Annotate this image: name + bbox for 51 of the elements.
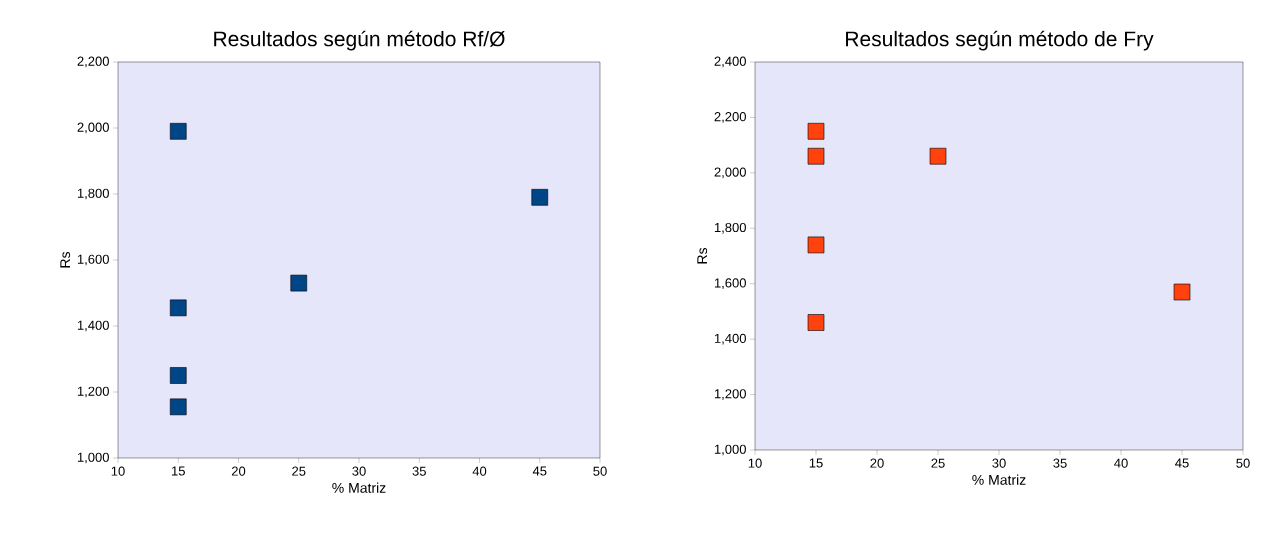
point xyxy=(169,398,187,416)
x-tick-label: 20 xyxy=(231,466,246,476)
y-axis-title: Rs xyxy=(697,247,708,264)
y-tick-label: 2,200 xyxy=(714,112,746,123)
x-tick-label: 45 xyxy=(1175,458,1189,468)
chart-title: Resultados según método de Fry xyxy=(846,30,1154,51)
y-tick-label: 1,000 xyxy=(77,452,109,464)
x-tick-label: 50 xyxy=(593,466,607,476)
point xyxy=(1173,283,1191,301)
x-tick-label: 35 xyxy=(412,466,426,476)
point xyxy=(169,367,187,384)
x-tick-label: 20 xyxy=(870,458,884,468)
y-tick-label: 1,000 xyxy=(714,444,746,456)
point xyxy=(807,236,825,254)
x-tick-label: 50 xyxy=(1236,458,1250,468)
point xyxy=(807,314,825,331)
y-tick-label: 2,000 xyxy=(714,167,746,179)
y-tick-label: 1,600 xyxy=(77,254,109,266)
y-tick-label: 1,800 xyxy=(77,188,109,200)
point xyxy=(169,123,187,140)
x-tick-label: 30 xyxy=(352,466,366,476)
y-tick-label: 1,200 xyxy=(714,389,746,400)
point xyxy=(807,122,825,140)
y-tick-label: 1,400 xyxy=(77,320,109,332)
point xyxy=(807,147,825,165)
x-tick-label: 25 xyxy=(931,458,945,468)
y-tick-label: 1,400 xyxy=(714,333,746,345)
y-tick-label: 2,000 xyxy=(77,122,109,134)
y-tick-label: 1,200 xyxy=(77,386,109,398)
point xyxy=(169,299,187,317)
point xyxy=(929,147,947,165)
y-axis-title: Rs xyxy=(60,251,71,268)
x-axis-title: % Matriz xyxy=(972,474,1026,485)
y-tick-label: 2,200 xyxy=(77,56,109,68)
x-tick-label: 35 xyxy=(1053,458,1067,468)
point xyxy=(531,189,549,206)
x-tick-label: 15 xyxy=(809,458,823,468)
y-tick-label: 1,800 xyxy=(714,222,746,234)
y-tick-label: 2,400 xyxy=(714,56,746,68)
point xyxy=(290,274,308,292)
x-tick-label: 40 xyxy=(1114,458,1128,468)
x-tick-label: 25 xyxy=(292,466,306,476)
x-tick-label: 15 xyxy=(172,466,185,476)
x-tick-label: 45 xyxy=(532,466,547,476)
x-axis-title: % Matriz xyxy=(332,482,386,493)
x-tick-label: 10 xyxy=(748,458,762,468)
x-tick-label: 10 xyxy=(111,466,125,476)
x-tick-label: 30 xyxy=(992,458,1006,468)
chart-title: Resultados según método Rf/Ø xyxy=(214,30,505,51)
y-tick-label: 1,600 xyxy=(714,278,746,290)
x-tick-label: 40 xyxy=(472,466,487,476)
